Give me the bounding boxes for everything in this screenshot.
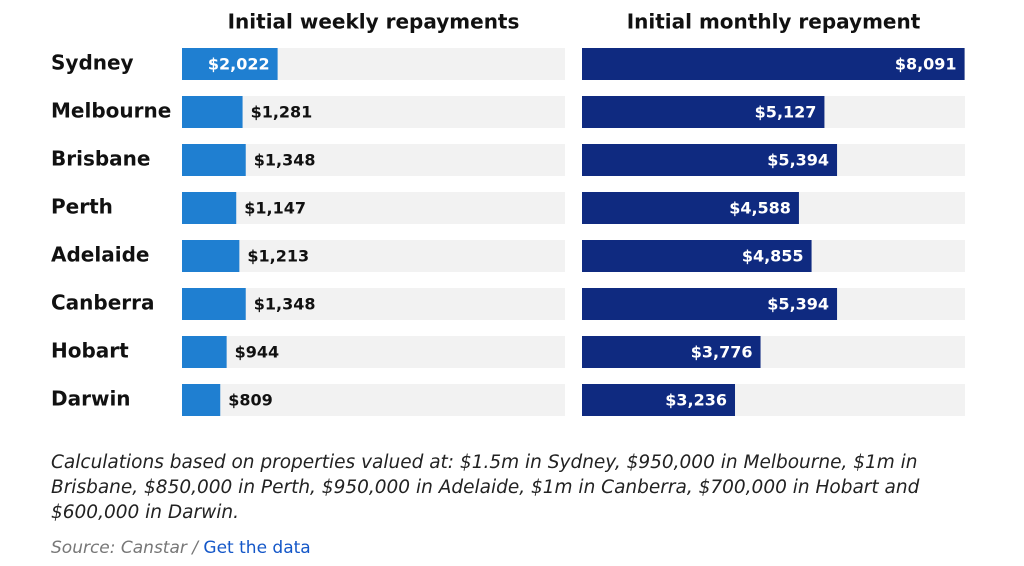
bar xyxy=(182,192,237,224)
bar xyxy=(582,96,825,128)
bar xyxy=(182,240,240,272)
value-label: $1,348 xyxy=(254,151,316,170)
bar-track xyxy=(182,288,565,320)
bar xyxy=(582,336,761,368)
bar xyxy=(582,48,965,80)
value-label: $5,127 xyxy=(755,103,817,122)
bar-track xyxy=(182,336,565,368)
panel-title: Initial weekly repayments xyxy=(228,10,520,34)
value-label: $944 xyxy=(235,343,280,362)
value-label: $1,348 xyxy=(254,295,316,314)
bar xyxy=(182,336,227,368)
value-label: $5,394 xyxy=(767,295,829,314)
value-label: $2,022 xyxy=(208,55,270,74)
data-link[interactable]: Get the data xyxy=(203,538,311,558)
value-label: $3,776 xyxy=(691,343,753,362)
value-label: $4,588 xyxy=(729,199,791,218)
value-label: $1,147 xyxy=(244,199,306,218)
bar-track xyxy=(182,384,565,416)
value-label: $4,855 xyxy=(742,247,804,266)
category-label: Melbourne xyxy=(51,99,171,123)
bar xyxy=(582,288,838,320)
category-label: Perth xyxy=(51,195,113,219)
source: Source: Canstar / Get the data xyxy=(51,538,311,558)
footnote: Calculations based on properties valued … xyxy=(51,452,920,523)
bar xyxy=(182,48,278,80)
bar xyxy=(582,240,812,272)
bar xyxy=(182,288,246,320)
value-label: $1,213 xyxy=(247,247,309,266)
category-label: Hobart xyxy=(51,339,129,363)
bar xyxy=(582,384,736,416)
category-label: Sydney xyxy=(51,51,134,75)
bar xyxy=(182,384,221,416)
value-label: $3,236 xyxy=(665,391,727,410)
bar xyxy=(582,192,799,224)
value-label: $8,091 xyxy=(895,55,957,74)
category-label: Darwin xyxy=(51,387,131,411)
value-label: $1,281 xyxy=(251,103,313,122)
category-label: Canberra xyxy=(51,291,155,315)
bar xyxy=(182,144,246,176)
bar-track xyxy=(182,96,565,128)
category-label: Brisbane xyxy=(51,147,150,171)
chart: Sydney Melbourne Brisbane Perth Adelaide Canb… xyxy=(51,10,965,416)
bar xyxy=(182,96,243,128)
value-label: $809 xyxy=(228,391,273,410)
category-label: Adelaide xyxy=(51,243,149,267)
source-text: Source: Canstar / xyxy=(51,538,199,558)
bar xyxy=(582,144,838,176)
bar-track xyxy=(182,192,565,224)
value-label: $5,394 xyxy=(767,151,829,170)
panel-title: Initial monthly repayment xyxy=(627,10,921,34)
bar-track xyxy=(182,144,565,176)
bar-track xyxy=(182,240,565,272)
